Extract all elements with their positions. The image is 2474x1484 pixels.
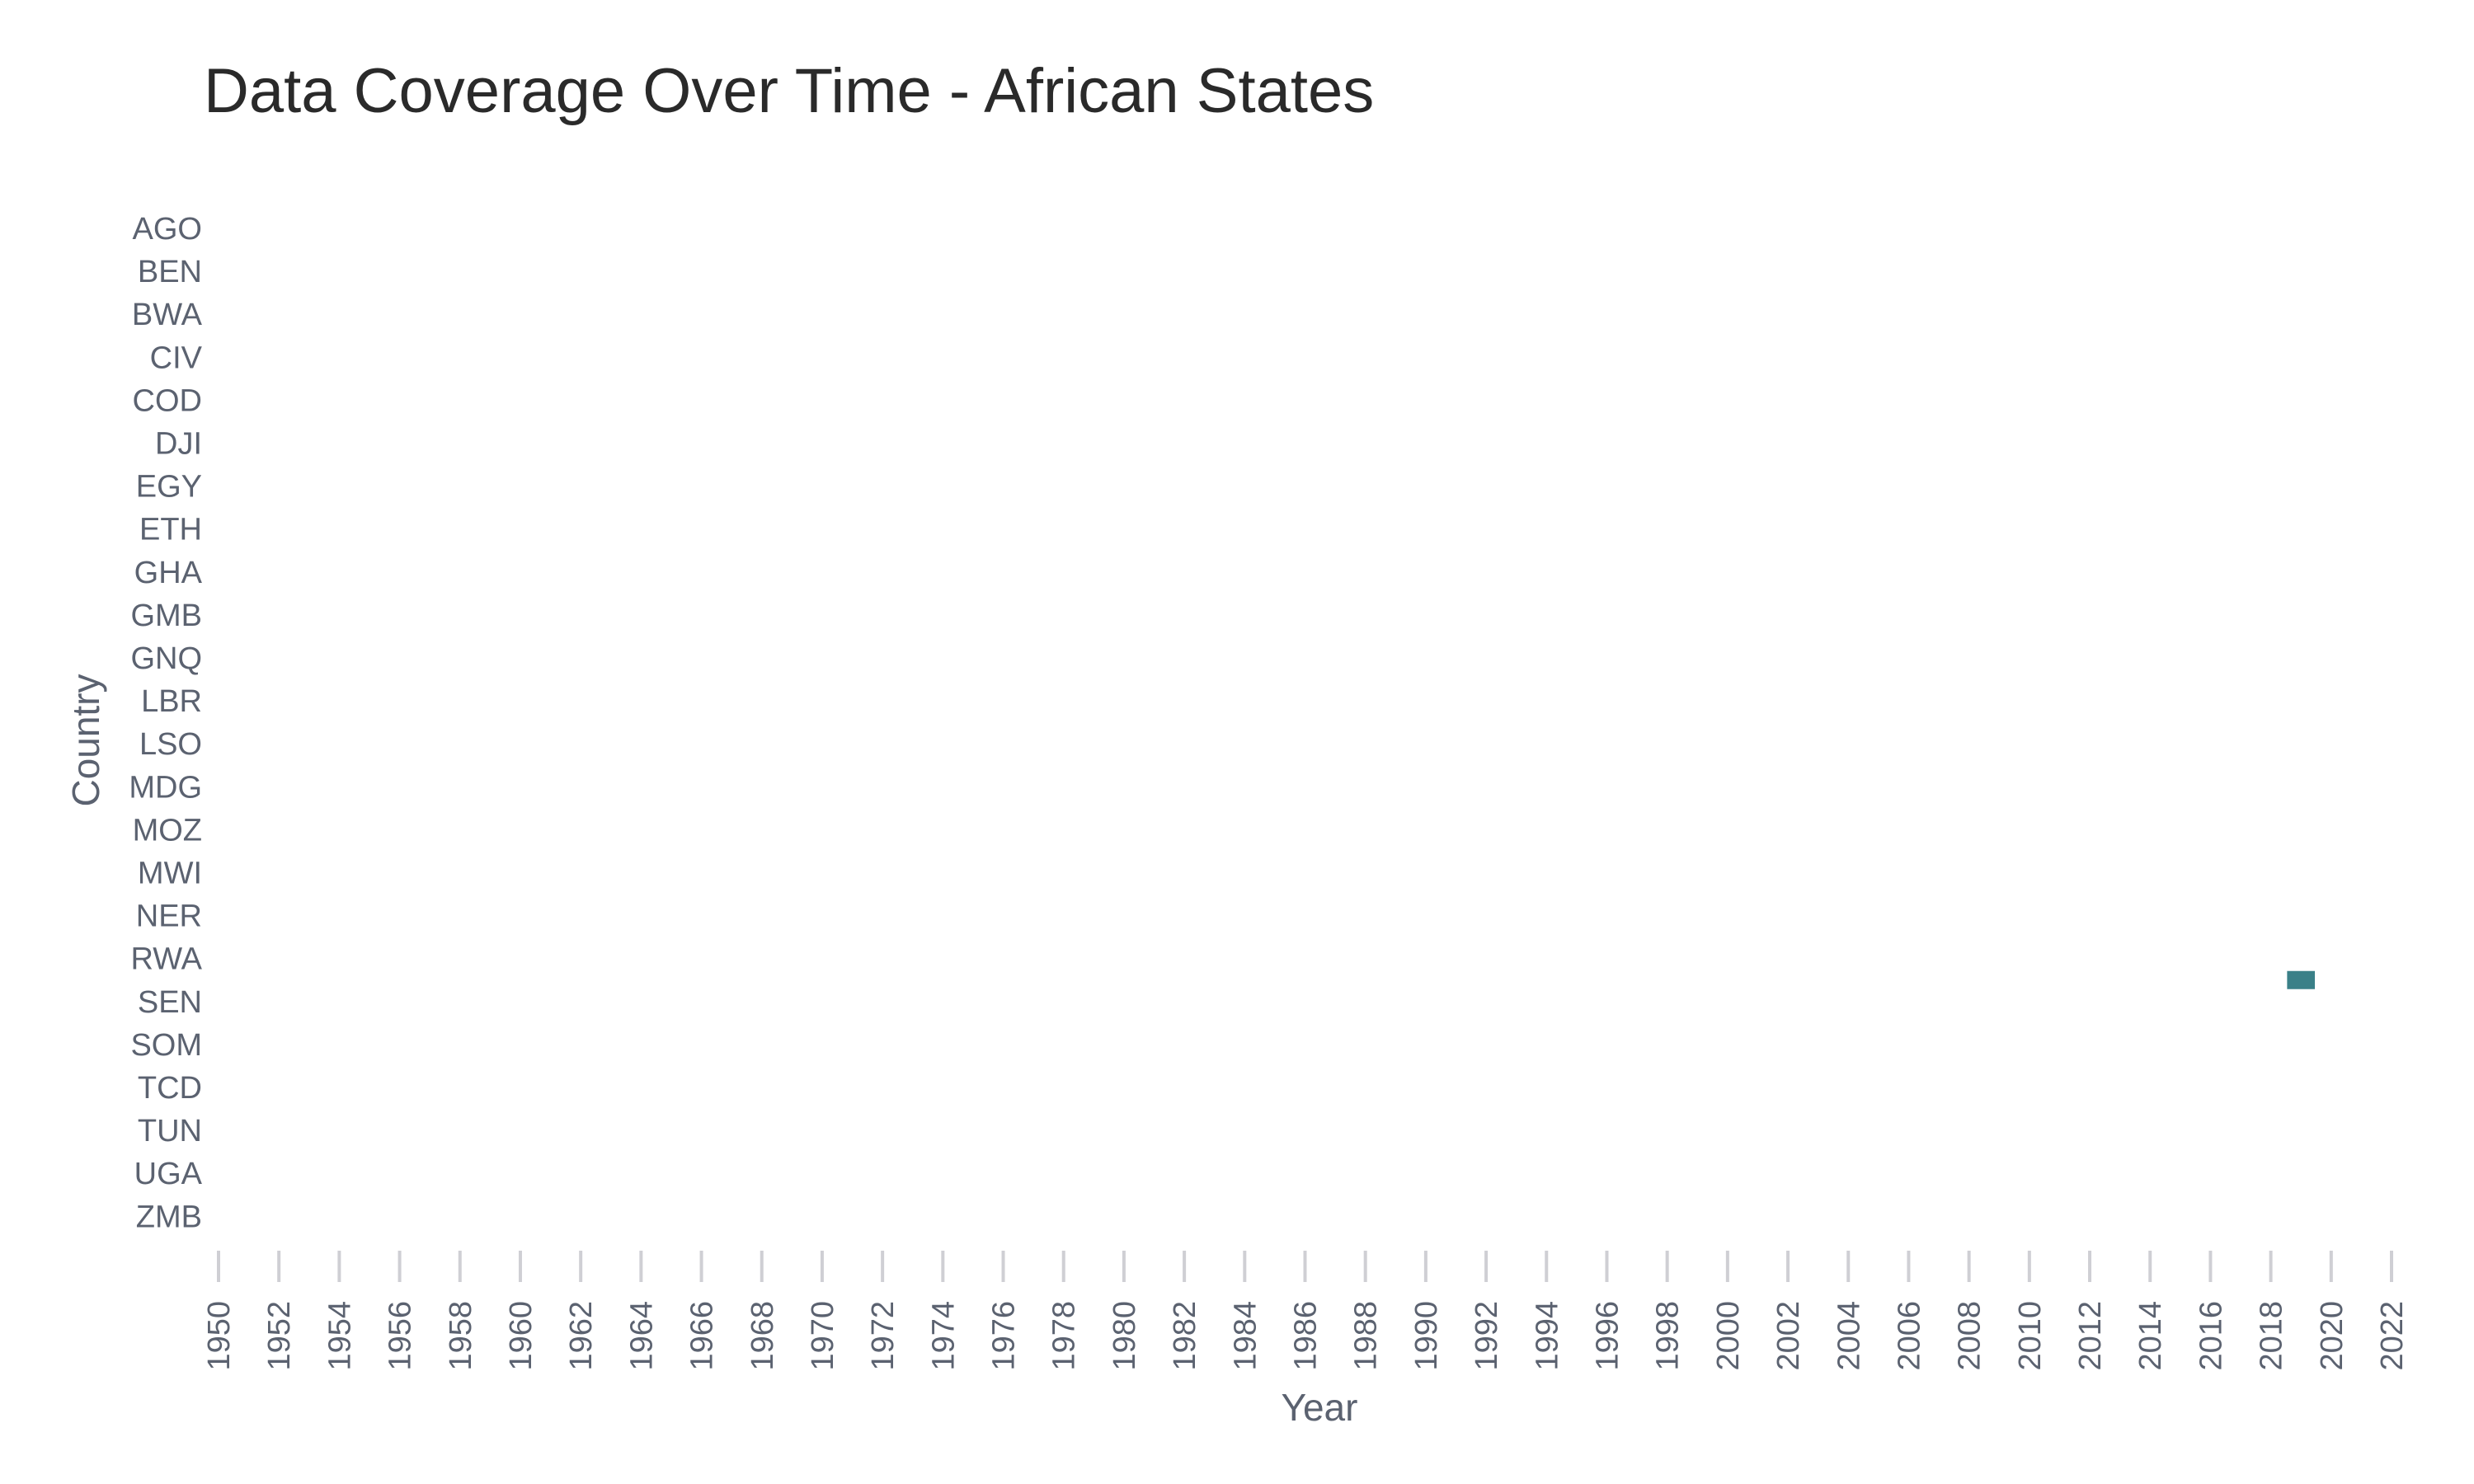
x-tick-label: 1964	[624, 1301, 659, 1371]
x-tick-label: 1976	[987, 1301, 1022, 1371]
y-tick-label: NER	[136, 899, 202, 934]
x-tick-label: 1986	[1289, 1301, 1324, 1371]
x-axis-title: Year	[1282, 1386, 1358, 1429]
x-tick-label: 1962	[564, 1301, 599, 1371]
y-tick-label: BWA	[132, 298, 203, 332]
x-tick-label: 2010	[2013, 1301, 2048, 1371]
y-tick-label: COD	[133, 383, 202, 418]
y-tick-label: ZMB	[136, 1200, 202, 1234]
chart-title: Data Coverage Over Time - African States	[204, 56, 1374, 126]
x-tick-label: 1978	[1047, 1301, 1082, 1371]
y-tick-label: MOZ	[133, 813, 202, 848]
x-tick-label: 1956	[383, 1301, 418, 1371]
y-axis: AGO BEN BWA CIV COD DJI EGY ETH GHA GMB GNQ LBR LSO M…	[129, 212, 202, 1234]
y-tick-label: GHA	[134, 556, 203, 590]
y-tick-label: LBR	[141, 684, 202, 719]
y-tick-label: SOM	[130, 1028, 202, 1063]
x-tick-label: 1966	[685, 1301, 720, 1371]
x-tick-label: 2006	[1892, 1301, 1926, 1371]
y-tick-label: ETH	[139, 513, 202, 547]
y-tick-label: SEN	[138, 985, 202, 1020]
x-tick-label: 2022	[2375, 1301, 2410, 1371]
x-tick-label: 2018	[2255, 1301, 2289, 1371]
x-tick-label: 1992	[1470, 1301, 1504, 1371]
x-axis: 1950 1952 1954 1956 1958 1960 1962 1964 1966 1968…	[202, 1251, 2410, 1371]
x-tick-label: 2008	[1953, 1301, 1987, 1371]
x-tick-label: 2000	[1711, 1301, 1746, 1371]
y-tick-label: TCD	[138, 1071, 202, 1106]
x-tick-label: 1954	[322, 1301, 357, 1371]
y-tick-label: TUN	[138, 1114, 202, 1148]
x-tick-label: 1990	[1409, 1301, 1444, 1371]
x-tick-label: 1984	[1228, 1301, 1263, 1371]
x-tick-label: 1972	[866, 1301, 901, 1371]
coverage-cell	[2287, 970, 2316, 989]
x-tick-label: 1974	[926, 1301, 961, 1371]
y-tick-label: BEN	[138, 255, 202, 289]
y-tick-label: AGO	[133, 212, 202, 247]
y-tick-label: UGA	[134, 1157, 203, 1191]
y-tick-label: MWI	[138, 857, 202, 891]
x-tick-label: 2012	[2073, 1301, 2108, 1371]
y-tick-label: EGY	[136, 470, 202, 505]
x-tick-label: 1980	[1108, 1301, 1142, 1371]
x-tick-label: 2002	[1771, 1301, 1806, 1371]
x-tick-label: 1960	[504, 1301, 539, 1371]
x-tick-label: 1996	[1590, 1301, 1625, 1371]
heatmap-cells	[2287, 970, 2316, 989]
y-tick-label: GMB	[130, 599, 202, 633]
x-tick-label: 1950	[202, 1301, 237, 1371]
y-tick-label: LSO	[139, 727, 202, 762]
y-tick-label: DJI	[155, 427, 202, 462]
y-tick-label: GNQ	[130, 641, 202, 676]
x-tick-label: 1988	[1349, 1301, 1384, 1371]
y-tick-label: RWA	[130, 942, 202, 977]
x-tick-label: 1982	[1168, 1301, 1202, 1371]
y-axis-title: Country	[64, 674, 107, 806]
x-tick-label: 2016	[2194, 1301, 2228, 1371]
x-tick-label: 1998	[1651, 1301, 1686, 1371]
y-tick-label: CIV	[150, 340, 203, 375]
x-tick-label: 2004	[1832, 1301, 1866, 1371]
x-tick-label: 2020	[2315, 1301, 2349, 1371]
x-tick-label: 1970	[806, 1301, 840, 1371]
x-tick-label: 1952	[262, 1301, 297, 1371]
x-tick-label: 1994	[1530, 1301, 1564, 1371]
x-tick-label: 1968	[745, 1301, 780, 1371]
x-tick-label: 1958	[444, 1301, 478, 1371]
x-tick-label: 2014	[2133, 1301, 2168, 1371]
y-tick-label: MDG	[129, 770, 202, 805]
